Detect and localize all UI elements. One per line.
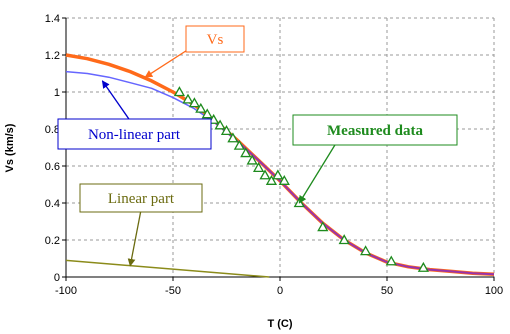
measured-data-point <box>259 169 271 180</box>
y-axis-title: Vs (km/s) <box>4 123 16 172</box>
measured-data-point <box>201 108 213 119</box>
measured-data-point <box>188 97 201 108</box>
measured-data-point <box>233 139 245 150</box>
annotation-box-linear-part <box>79 183 203 213</box>
y-tick-label: 0.6 <box>45 161 60 173</box>
measured-data-markers <box>173 86 429 272</box>
annotation-box-non-linear-part <box>57 118 212 150</box>
x-axis-title: T (C) <box>267 318 292 330</box>
series-line-overlap <box>215 122 495 276</box>
y-tick-label: 0.8 <box>45 124 60 136</box>
y-tick-label: 0.4 <box>45 198 60 210</box>
y-tick-label: 0.2 <box>45 235 60 247</box>
x-tick-label: 0 <box>277 285 283 297</box>
annotations: Vs Non-linear part Measured data Linear par… <box>57 25 458 267</box>
x-tick-label: 50 <box>381 285 393 297</box>
axes: 0 0.2 0.4 0.6 0.8 1 1.2 1.4 -100 -50 0 50 100 <box>45 13 503 297</box>
annotation-label-vs: Vs <box>207 32 224 48</box>
measured-data-point <box>265 174 278 185</box>
annotation-arrow-linear-part <box>127 209 142 267</box>
measured-data-point <box>227 132 239 143</box>
measured-data-point <box>246 154 258 165</box>
x-tick-label: 100 <box>485 285 503 297</box>
measured-data-point <box>278 174 290 185</box>
series-line-linear-part <box>65 259 270 278</box>
measured-data-point <box>272 169 284 180</box>
annotation-arrow-vs <box>144 46 193 78</box>
measured-data-point <box>359 245 372 256</box>
measured-data-point <box>173 86 186 97</box>
x-tick-label: -100 <box>55 285 77 297</box>
y-tick-label: 1.2 <box>45 50 60 62</box>
measured-data-point <box>220 125 233 136</box>
annotation-label-measured-data: Measured data <box>327 123 423 139</box>
annotation-arrow-non-linear-part <box>101 80 132 123</box>
annotation-label-non-linear-part: Non-linear part <box>88 127 181 143</box>
annotation-box-vs <box>185 25 245 53</box>
x-tick-label: -50 <box>165 285 181 297</box>
measured-data-point <box>385 255 397 266</box>
measured-data-point <box>182 93 194 104</box>
measured-data-point <box>317 221 329 232</box>
annotation-arrow-measured-data <box>298 139 339 204</box>
measured-data-point <box>338 234 350 245</box>
measured-data-point <box>417 261 429 272</box>
y-tick-label: 1.4 <box>45 13 60 25</box>
measured-data-point <box>252 162 265 173</box>
y-tick-label: 0 <box>54 272 60 284</box>
annotation-box-measured-data <box>292 114 458 146</box>
measured-data-point <box>195 102 207 113</box>
measured-data-point <box>214 119 226 130</box>
measured-data-point <box>240 147 252 158</box>
annotation-label-linear-part: Linear part <box>108 191 175 207</box>
y-tick-label: 1 <box>54 87 60 99</box>
